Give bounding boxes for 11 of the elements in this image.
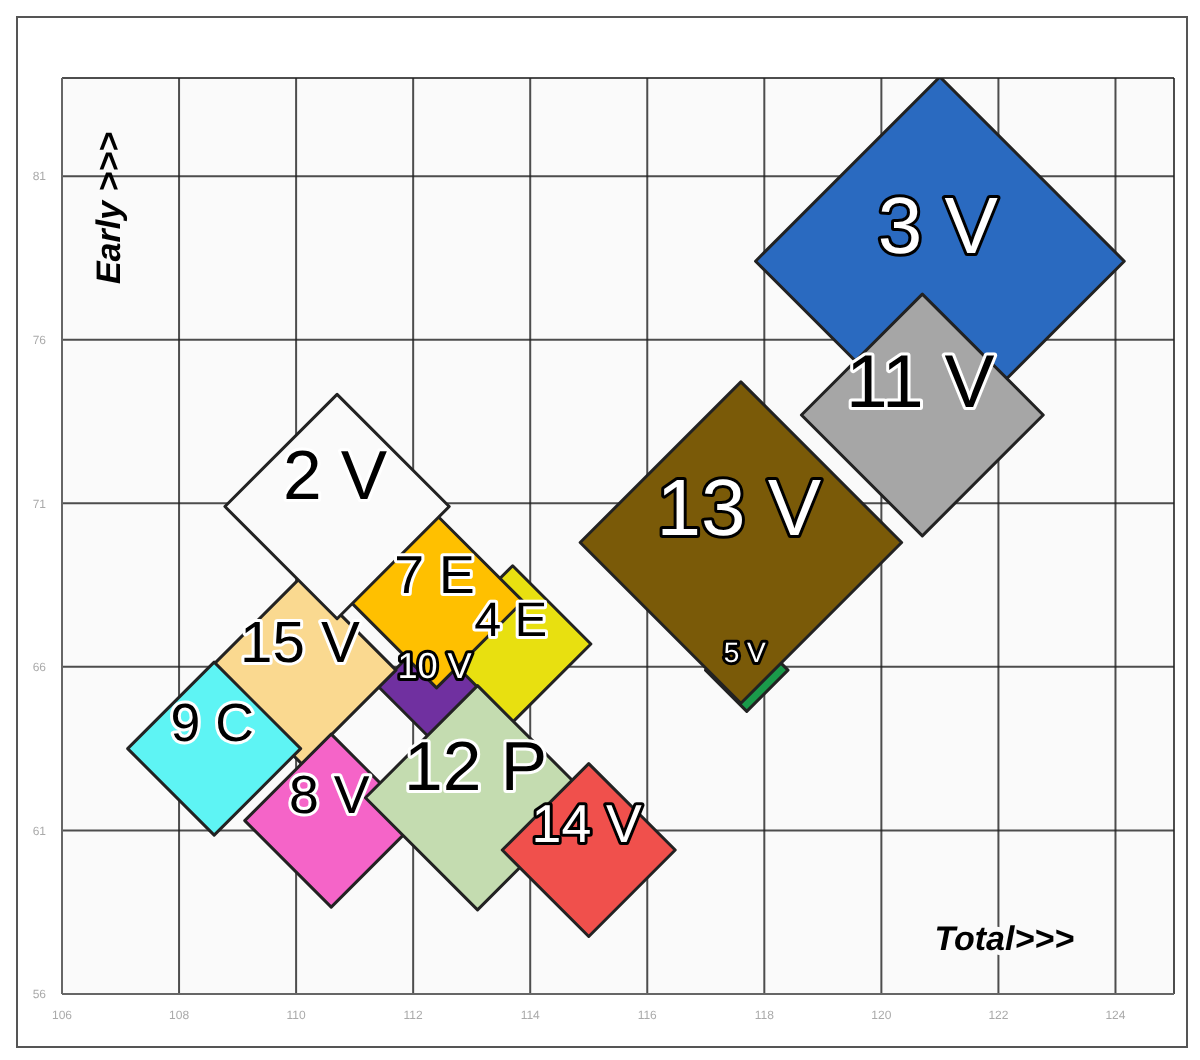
series-label: 3 V	[877, 183, 999, 272]
series-label: 8 V	[288, 764, 370, 825]
series-label: 15 V	[240, 612, 362, 677]
series-label: 9 C	[170, 692, 254, 753]
series-label: 2 V	[282, 438, 389, 515]
series-label: 7 E	[394, 545, 475, 606]
series-label: 11 V	[846, 338, 995, 423]
series-label: 13 V	[656, 464, 822, 553]
series-label: 4 E	[474, 593, 548, 648]
y-axis-title: Early >>>	[90, 131, 129, 285]
series-label: 5 V	[723, 636, 768, 669]
